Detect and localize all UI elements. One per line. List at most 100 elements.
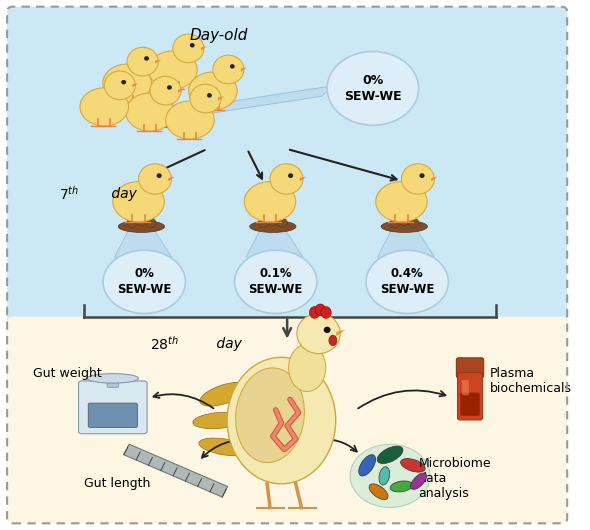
Ellipse shape bbox=[327, 51, 418, 125]
Text: 0%
SEW-WE: 0% SEW-WE bbox=[344, 74, 402, 103]
Ellipse shape bbox=[189, 72, 237, 110]
Circle shape bbox=[150, 76, 181, 105]
Circle shape bbox=[136, 216, 146, 226]
Ellipse shape bbox=[118, 220, 165, 233]
Circle shape bbox=[131, 214, 142, 224]
Text: day: day bbox=[107, 187, 137, 201]
Circle shape bbox=[144, 56, 149, 61]
Circle shape bbox=[273, 214, 283, 224]
Ellipse shape bbox=[250, 220, 296, 233]
FancyBboxPatch shape bbox=[7, 316, 567, 523]
Ellipse shape bbox=[235, 368, 304, 463]
FancyBboxPatch shape bbox=[7, 7, 567, 331]
Circle shape bbox=[399, 216, 409, 226]
Circle shape bbox=[268, 216, 278, 226]
Circle shape bbox=[207, 93, 212, 98]
Text: 0%
SEW-WE: 0% SEW-WE bbox=[117, 267, 172, 296]
Text: 0.4%
SEW-WE: 0.4% SEW-WE bbox=[380, 267, 434, 296]
Circle shape bbox=[324, 326, 330, 333]
Ellipse shape bbox=[366, 250, 448, 314]
Ellipse shape bbox=[244, 182, 296, 222]
Text: $7^{th}$: $7^{th}$ bbox=[58, 185, 79, 203]
Polygon shape bbox=[168, 176, 175, 181]
Text: Plasma
biochemicals: Plasma biochemicals bbox=[490, 367, 572, 395]
Circle shape bbox=[394, 214, 404, 224]
FancyBboxPatch shape bbox=[462, 380, 469, 395]
Ellipse shape bbox=[359, 455, 376, 476]
Ellipse shape bbox=[379, 467, 389, 485]
Circle shape bbox=[408, 218, 419, 227]
Text: 0.1%
SEW-WE: 0.1% SEW-WE bbox=[248, 267, 303, 296]
Polygon shape bbox=[124, 444, 228, 497]
Text: day: day bbox=[212, 337, 241, 351]
Ellipse shape bbox=[126, 98, 162, 122]
Ellipse shape bbox=[80, 88, 129, 126]
Ellipse shape bbox=[149, 51, 197, 89]
Polygon shape bbox=[201, 46, 207, 51]
Polygon shape bbox=[178, 89, 184, 93]
Ellipse shape bbox=[289, 344, 326, 392]
Polygon shape bbox=[378, 231, 435, 257]
Polygon shape bbox=[155, 59, 161, 64]
Text: Day-old: Day-old bbox=[189, 28, 248, 43]
Circle shape bbox=[146, 218, 156, 227]
Circle shape bbox=[127, 47, 158, 76]
Polygon shape bbox=[114, 231, 172, 257]
Circle shape bbox=[190, 43, 195, 48]
Ellipse shape bbox=[377, 446, 403, 464]
Ellipse shape bbox=[199, 438, 250, 456]
Ellipse shape bbox=[376, 182, 427, 222]
Ellipse shape bbox=[193, 412, 244, 429]
Circle shape bbox=[213, 55, 244, 84]
Polygon shape bbox=[300, 176, 306, 181]
Ellipse shape bbox=[315, 304, 326, 315]
Circle shape bbox=[142, 214, 152, 224]
Polygon shape bbox=[431, 176, 437, 181]
Circle shape bbox=[277, 218, 287, 227]
Ellipse shape bbox=[235, 250, 317, 314]
Ellipse shape bbox=[166, 105, 202, 130]
Circle shape bbox=[173, 34, 204, 63]
Ellipse shape bbox=[390, 481, 413, 492]
Text: Microbiome
data
analysis: Microbiome data analysis bbox=[418, 457, 491, 500]
FancyBboxPatch shape bbox=[457, 373, 483, 420]
Ellipse shape bbox=[103, 68, 139, 93]
Polygon shape bbox=[336, 330, 346, 336]
Circle shape bbox=[158, 105, 170, 117]
Ellipse shape bbox=[350, 444, 430, 508]
Ellipse shape bbox=[189, 76, 225, 101]
Circle shape bbox=[122, 80, 126, 84]
Ellipse shape bbox=[113, 182, 164, 222]
Ellipse shape bbox=[369, 484, 388, 500]
Ellipse shape bbox=[321, 307, 331, 318]
Circle shape bbox=[258, 218, 269, 227]
Circle shape bbox=[139, 164, 172, 194]
Ellipse shape bbox=[142, 113, 198, 127]
Circle shape bbox=[152, 110, 165, 121]
Polygon shape bbox=[184, 86, 333, 117]
Polygon shape bbox=[218, 96, 224, 101]
Circle shape bbox=[390, 218, 400, 227]
Ellipse shape bbox=[411, 473, 427, 489]
Text: $28^{th}$: $28^{th}$ bbox=[150, 335, 179, 353]
Ellipse shape bbox=[166, 101, 214, 139]
Ellipse shape bbox=[113, 187, 152, 213]
Circle shape bbox=[230, 64, 235, 68]
Circle shape bbox=[404, 214, 415, 224]
Ellipse shape bbox=[381, 220, 428, 233]
Ellipse shape bbox=[103, 250, 185, 314]
Circle shape bbox=[419, 173, 425, 178]
Circle shape bbox=[163, 107, 176, 119]
Circle shape bbox=[297, 314, 340, 354]
Ellipse shape bbox=[87, 374, 139, 383]
Circle shape bbox=[127, 218, 137, 227]
Ellipse shape bbox=[149, 55, 185, 80]
Text: Gut length: Gut length bbox=[84, 478, 150, 490]
Ellipse shape bbox=[200, 382, 249, 406]
Polygon shape bbox=[246, 231, 303, 257]
Ellipse shape bbox=[80, 92, 117, 117]
FancyBboxPatch shape bbox=[456, 358, 484, 378]
Circle shape bbox=[288, 173, 293, 178]
FancyBboxPatch shape bbox=[460, 393, 480, 416]
FancyBboxPatch shape bbox=[107, 377, 119, 387]
